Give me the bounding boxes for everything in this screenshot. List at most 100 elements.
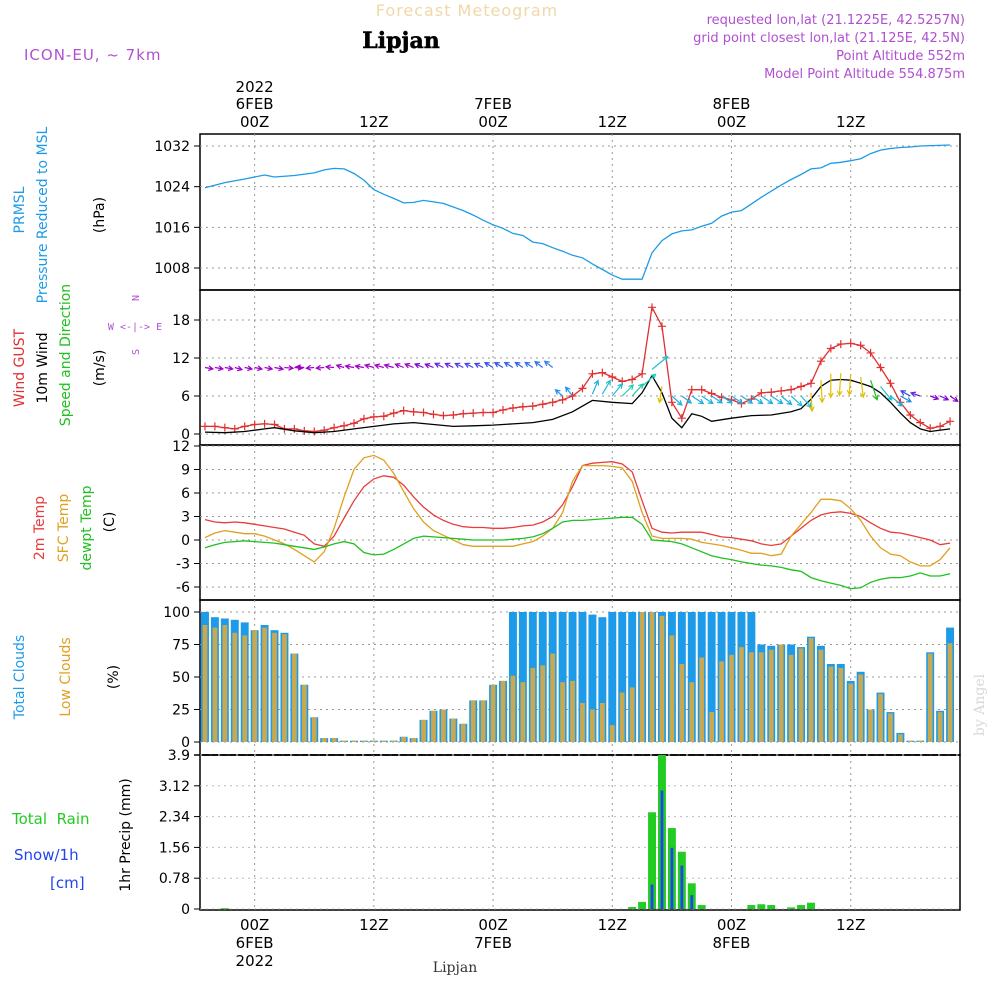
wind-gust-line <box>205 305 951 433</box>
gust-marker <box>797 382 806 391</box>
gust-marker <box>648 303 657 312</box>
wind-direction-arrow <box>631 383 644 397</box>
low-clouds-bar <box>729 654 734 742</box>
wind-direction-arrow <box>681 395 693 404</box>
bottom-time-label: 12Z <box>836 916 865 934</box>
top-time-label: 00Z <box>478 113 507 131</box>
wind-direction-arrow <box>324 364 335 371</box>
wind-direction-arrow <box>335 363 345 370</box>
gust-marker <box>409 407 418 416</box>
total-clouds-bar <box>598 617 607 742</box>
compass-south: S <box>131 349 142 355</box>
wind-direction-arrow <box>404 362 414 369</box>
gust-marker <box>568 392 577 400</box>
rain-bar <box>787 907 796 909</box>
low-clouds-bar <box>907 740 913 742</box>
credit-watermark: by Angel <box>972 673 988 736</box>
wind-direction-arrow <box>224 365 234 372</box>
gust-marker <box>369 412 378 421</box>
wind-speed-dir-label: Speed and Direction <box>58 284 74 426</box>
wind-direction-arrow <box>274 365 285 372</box>
gust-marker <box>399 406 408 415</box>
top-time-label: 12Z <box>598 113 627 131</box>
gust-marker <box>777 386 786 395</box>
low-clouds-bar <box>937 712 943 742</box>
temperature-frame <box>199 444 961 601</box>
low-clouds-bar <box>450 718 456 742</box>
rain-bar <box>638 901 647 909</box>
low-clouds-bar <box>669 635 675 742</box>
low-clouds-bar <box>947 643 953 742</box>
wind-direction-arrow <box>214 365 225 372</box>
bottom-time-label: 2022 <box>236 952 274 970</box>
wind-direction-arrow <box>900 395 913 403</box>
wind-direction-arrow <box>284 365 295 371</box>
wind-direction-arrow <box>534 360 544 368</box>
top-time-label: 2022 <box>236 78 274 96</box>
gust-marker <box>906 411 915 419</box>
pressure-plot-area <box>204 144 951 280</box>
wind-direction-arrow <box>691 395 705 405</box>
wind-direction-arrow <box>454 362 464 369</box>
low-clouds-bar <box>431 710 436 742</box>
gust-marker <box>886 379 895 388</box>
wind-direction-arrow <box>651 355 669 370</box>
gust-marker <box>836 340 845 349</box>
low-clouds-bar <box>818 649 824 742</box>
wind-direction-arrow <box>929 394 940 401</box>
gust-marker <box>588 369 597 378</box>
total-clouds-bar <box>558 612 567 742</box>
low-clouds-bar <box>500 680 506 742</box>
low-clouds-bar <box>441 709 446 742</box>
gust-marker <box>548 398 557 407</box>
gust-marker <box>300 426 309 435</box>
low-clouds-bar <box>917 740 923 742</box>
top-time-label: 12Z <box>836 113 865 131</box>
wind-direction-arrow <box>354 363 365 370</box>
bottom-time-label: 00Z <box>478 916 507 934</box>
low-clouds-bar <box>828 666 834 742</box>
gust-marker <box>469 409 478 418</box>
low-clouds-bar <box>341 740 347 742</box>
low-clouds-label: Low Clouds <box>58 637 74 716</box>
y-tick-label: 1016 <box>154 220 190 236</box>
gust-marker <box>479 408 488 417</box>
gust-marker <box>697 385 706 394</box>
low-clouds-bar <box>798 648 804 742</box>
low-clouds-bar <box>232 632 238 742</box>
y-tick-label: 0 <box>181 735 190 751</box>
wind-direction-arrow <box>464 362 474 369</box>
low-clouds-bar <box>699 657 705 742</box>
total-clouds-bar <box>608 612 617 742</box>
gust-marker <box>250 420 259 429</box>
gust-marker <box>210 422 219 431</box>
wind-direction-arrow <box>827 373 834 399</box>
low-clouds-bar <box>808 638 814 742</box>
low-clouds-bar <box>470 700 476 742</box>
gust-marker <box>638 369 647 378</box>
wind-direction-arrow <box>741 395 754 404</box>
rain-bar <box>767 905 776 909</box>
low-clouds-bar <box>649 612 655 742</box>
low-clouds-bar <box>222 625 228 742</box>
y-tick-label: 1008 <box>154 261 190 277</box>
bottom-time-label: 7FEB <box>474 934 512 952</box>
wind-direction-arrow <box>413 362 424 369</box>
low-clouds-bar <box>381 740 387 742</box>
compass-west-east: W <-|-> E <box>108 322 162 333</box>
top-time-label: 6FEB <box>236 95 274 113</box>
y-tick-label: 18 <box>172 313 190 329</box>
wind-direction-arrow <box>949 395 959 403</box>
low-clouds-bar <box>510 675 516 742</box>
sfc-temp-line <box>204 454 951 567</box>
gust-marker <box>538 400 547 409</box>
low-clouds-bar <box>321 738 327 742</box>
y-tick-label: 0 <box>181 427 190 443</box>
top-time-label: 8FEB <box>713 95 751 113</box>
wind-direction-arrow <box>315 364 325 371</box>
top-time-label: 00Z <box>240 113 269 131</box>
gust-marker <box>499 405 508 414</box>
low-clouds-bar <box>609 725 615 742</box>
wind-direction-arrow <box>859 376 866 399</box>
gust-marker <box>200 422 209 431</box>
